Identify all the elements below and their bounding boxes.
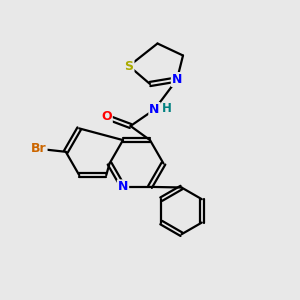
Text: S: S (124, 59, 134, 73)
Text: H: H (162, 101, 172, 115)
Text: N: N (118, 180, 128, 194)
Text: O: O (101, 110, 112, 124)
Text: N: N (149, 103, 160, 116)
Text: Br: Br (31, 142, 46, 155)
Text: N: N (172, 73, 182, 86)
